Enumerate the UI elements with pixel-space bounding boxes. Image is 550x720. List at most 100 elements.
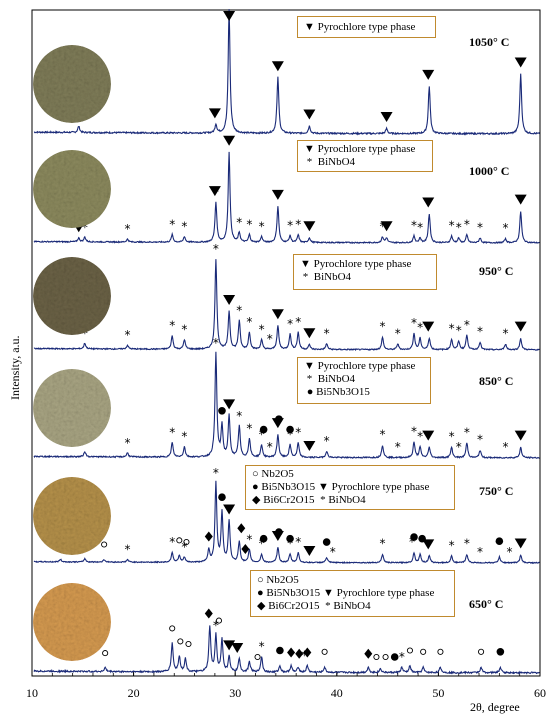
- legend-label: Pyrochlore type phase: [317, 143, 416, 155]
- star-marker: *: [246, 217, 252, 231]
- triangle-down-icon: ▼: [317, 481, 329, 493]
- star-marker: *: [464, 425, 470, 439]
- star-marker: *: [236, 304, 242, 318]
- star-marker: *: [259, 323, 265, 337]
- triangle-down-marker: [271, 189, 284, 200]
- triangle-down-icon: ▼: [300, 258, 311, 270]
- legend-item: ◆ Bi6Cr2O15 * BiNbO4: [252, 494, 448, 507]
- star-marker: *: [449, 538, 455, 552]
- star-marker: *: [395, 440, 401, 454]
- star-icon: *: [320, 494, 326, 506]
- triangle-down-marker: [231, 643, 244, 653]
- open-circle-marker: [101, 541, 108, 548]
- star-marker: *: [169, 217, 175, 231]
- star-marker: *: [169, 319, 175, 333]
- diamond-marker: [295, 648, 304, 659]
- star-icon: *: [304, 156, 315, 168]
- star-marker: *: [449, 218, 455, 232]
- traces: [33, 9, 541, 675]
- diamond-icon: ◆: [257, 600, 266, 612]
- legend-label: Pyrochlore type phase: [336, 587, 435, 599]
- triangle-down-marker: [380, 112, 393, 123]
- legend-item: ○ Nb2O5: [257, 574, 448, 587]
- triangle-down-icon: ▼: [304, 21, 315, 33]
- legend-1000: ▼ Pyrochlore type phase * BiNbO4: [297, 140, 433, 172]
- star-marker: *: [380, 537, 386, 551]
- sample-photo-650: [33, 583, 111, 661]
- triangle-down-marker: [223, 640, 236, 651]
- star-marker: *: [125, 543, 131, 557]
- star-marker: *: [246, 533, 252, 547]
- star-marker: *: [181, 323, 187, 337]
- legend-label: Bi6Cr2O15: [263, 494, 315, 506]
- open-circle-marker: [406, 647, 414, 654]
- star-marker: *: [449, 322, 455, 336]
- open-circle-marker: [321, 648, 328, 655]
- star-marker: *: [267, 440, 273, 454]
- star-marker: *: [295, 425, 301, 439]
- triangle-down-marker: [208, 186, 221, 197]
- star-marker: *: [477, 545, 483, 559]
- star-marker: *: [259, 428, 265, 442]
- temp-label-950: 950° C: [479, 264, 514, 278]
- star-marker: *: [380, 219, 386, 233]
- open-circle-marker: [177, 638, 184, 645]
- temp-label-1000: 1000° C: [469, 164, 510, 178]
- x-tick-label: 30: [229, 686, 242, 700]
- open-circle-marker: [176, 537, 183, 544]
- filled-circle-marker: [218, 493, 226, 502]
- star-marker: *: [502, 221, 508, 235]
- legend-label: BiNbO4: [317, 373, 356, 385]
- star-marker: *: [287, 317, 293, 331]
- legend-item: ▼ Pyrochlore type phase: [304, 360, 424, 373]
- sample-photo-850: [33, 369, 111, 447]
- filled-circle-marker: [286, 425, 294, 434]
- filled-circle-marker: [410, 533, 418, 541]
- temp-label-1050: 1050° C: [469, 35, 510, 49]
- temp-label-750: 750° C: [479, 484, 514, 498]
- open-circle-marker: [373, 653, 380, 661]
- triangle-down-marker: [208, 108, 221, 119]
- star-marker: *: [301, 649, 307, 663]
- x-axis-label: 2θ, degree: [470, 700, 520, 714]
- star-marker: *: [287, 218, 293, 232]
- filled-circle-marker: [275, 415, 283, 423]
- sample-photo-1050: [33, 45, 111, 123]
- star-marker: *: [125, 328, 131, 342]
- triangle-down-marker: [422, 539, 435, 550]
- triangle-down-marker: [422, 197, 435, 208]
- star-marker: *: [449, 430, 455, 444]
- star-marker: *: [399, 650, 405, 664]
- star-marker: *: [213, 336, 219, 350]
- star-marker: *: [417, 430, 423, 444]
- xrd-trace-0: [33, 9, 541, 136]
- phase-markers: * * * *** * * * * * * * * * * * ** ** ******* ** * ** * * * * * **…: [57, 11, 527, 664]
- open-circle-marker: [185, 640, 192, 648]
- triangle-down-marker: [514, 194, 527, 205]
- star-marker: *: [246, 421, 252, 435]
- temp-label-650: 650° C: [469, 597, 504, 611]
- legend-item: ▼ Pyrochlore type phase: [300, 258, 430, 271]
- x-tick-label: 60: [534, 686, 546, 700]
- star-marker: *: [502, 440, 508, 454]
- star-marker: *: [411, 316, 417, 330]
- star-marker: *: [181, 540, 187, 554]
- triangle-down-marker: [514, 321, 527, 332]
- legend-label: BiNbO4: [317, 156, 356, 168]
- triangle-down-marker: [422, 69, 435, 80]
- x-tick-label: 10: [26, 686, 38, 700]
- star-marker: *: [213, 242, 219, 256]
- triangle-down-marker: [422, 430, 435, 441]
- star-marker: *: [456, 220, 462, 234]
- triangle-down-marker: [303, 221, 316, 232]
- triangle-down-marker: [303, 546, 316, 556]
- legend-label: Pyrochlore type phase: [317, 21, 416, 33]
- star-marker: *: [477, 433, 483, 447]
- star-marker: *: [477, 324, 483, 338]
- legend-label: BiNbO4: [328, 494, 366, 506]
- x-tick-label: 50: [432, 686, 445, 700]
- legend-label: Bi5Nb3O15: [316, 386, 370, 398]
- star-marker: *: [456, 440, 462, 454]
- triangle-down-icon: ▼: [304, 360, 315, 372]
- star-marker: *: [259, 639, 265, 653]
